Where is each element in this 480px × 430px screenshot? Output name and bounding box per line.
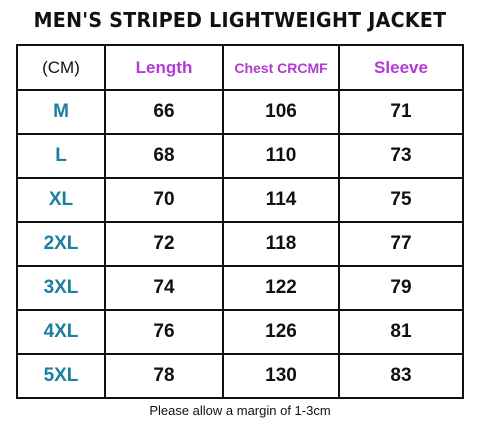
size-cell: XL xyxy=(16,177,106,223)
sleeve-cell: 71 xyxy=(338,89,464,135)
chest-cell: 130 xyxy=(222,353,340,399)
table-row: M 66 106 71 xyxy=(16,89,464,135)
chest-cell: 122 xyxy=(222,265,340,311)
column-header-chest: Chest CRCMF xyxy=(222,44,340,91)
length-cell: 74 xyxy=(104,265,224,311)
margin-note: Please allow a margin of 1-3cm xyxy=(149,403,331,418)
sleeve-cell: 77 xyxy=(338,221,464,267)
chest-cell: 110 xyxy=(222,133,340,179)
size-cell: 5XL xyxy=(16,353,106,399)
sleeve-cell: 81 xyxy=(338,309,464,355)
sleeve-cell: 73 xyxy=(338,133,464,179)
length-cell: 66 xyxy=(104,89,224,135)
length-cell: 72 xyxy=(104,221,224,267)
length-cell: 70 xyxy=(104,177,224,223)
sleeve-cell: 83 xyxy=(338,353,464,399)
size-cell: L xyxy=(16,133,106,179)
column-header-sleeve: Sleeve xyxy=(338,44,464,91)
length-cell: 78 xyxy=(104,353,224,399)
table-row: 5XL 78 130 83 xyxy=(16,353,464,399)
table-row: XL 70 114 75 xyxy=(16,177,464,223)
length-cell: 76 xyxy=(104,309,224,355)
chest-cell: 118 xyxy=(222,221,340,267)
table-row: 3XL 74 122 79 xyxy=(16,265,464,311)
size-cell: 4XL xyxy=(16,309,106,355)
table-row: 4XL 76 126 81 xyxy=(16,309,464,355)
chest-cell: 126 xyxy=(222,309,340,355)
table-row: L 68 110 73 xyxy=(16,133,464,179)
size-chart-table: (CM) Length Chest CRCMF Sleeve M 66 106 … xyxy=(16,44,464,399)
sleeve-cell: 79 xyxy=(338,265,464,311)
chest-cell: 114 xyxy=(222,177,340,223)
sleeve-cell: 75 xyxy=(338,177,464,223)
column-header-length: Length xyxy=(104,44,224,91)
table-row: 2XL 72 118 77 xyxy=(16,221,464,267)
size-cell: 3XL xyxy=(16,265,106,311)
chest-cell: 106 xyxy=(222,89,340,135)
size-cell: M xyxy=(16,89,106,135)
length-cell: 68 xyxy=(104,133,224,179)
page-title: MEN'S STRIPED LIGHTWEIGHT JACKET xyxy=(33,8,447,32)
table-header-row: (CM) Length Chest CRCMF Sleeve xyxy=(16,44,464,91)
size-cell: 2XL xyxy=(16,221,106,267)
unit-label: (CM) xyxy=(16,44,106,91)
